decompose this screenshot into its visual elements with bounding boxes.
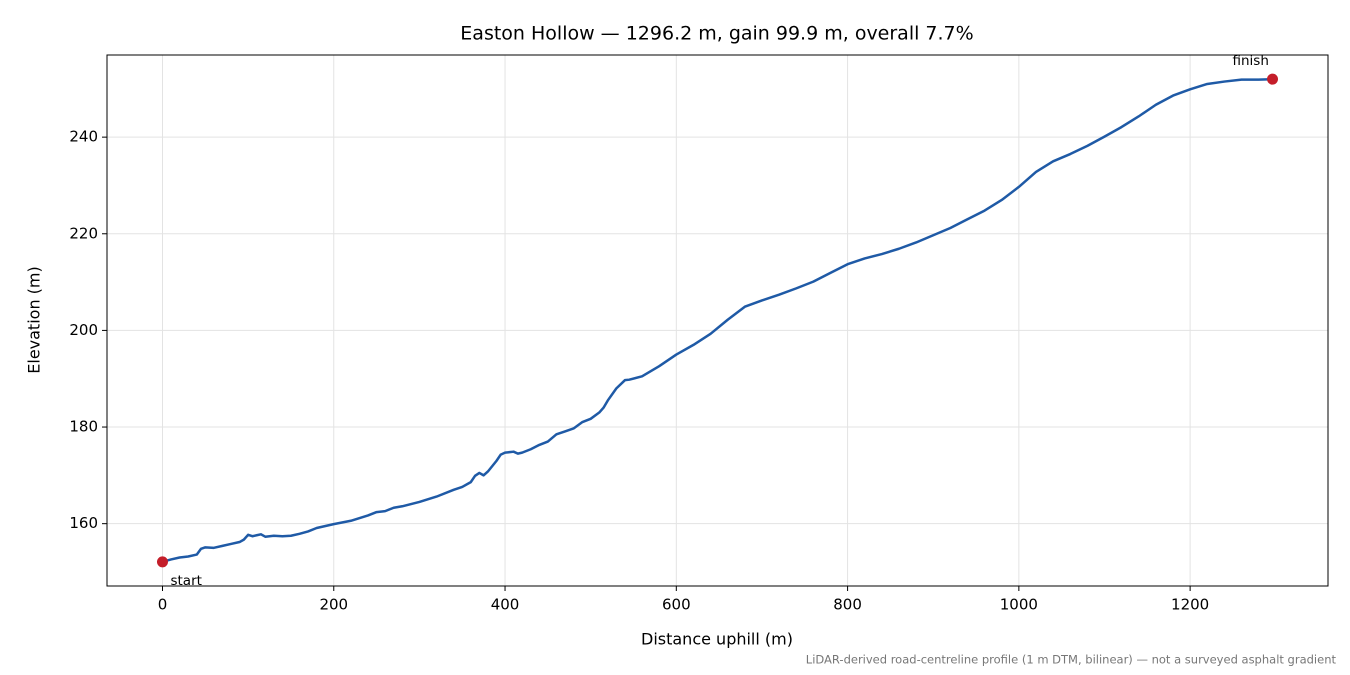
x-tick-label: 1000 bbox=[1000, 596, 1038, 614]
x-tick-label: 0 bbox=[158, 596, 168, 614]
x-tick-label: 800 bbox=[833, 596, 862, 614]
footnote: LiDAR-derived road-centreline profile (1… bbox=[806, 653, 1337, 667]
y-tick-label: 200 bbox=[69, 321, 98, 339]
y-axis-label: Elevation (m) bbox=[25, 266, 44, 373]
y-tick-label: 240 bbox=[69, 128, 98, 146]
x-tick-label: 200 bbox=[319, 596, 348, 614]
x-tick-label: 1200 bbox=[1171, 596, 1209, 614]
plot-frame bbox=[106, 54, 1329, 587]
x-tick-label: 600 bbox=[662, 596, 691, 614]
x-tick-label: 400 bbox=[491, 596, 520, 614]
endpoint-label: finish bbox=[1233, 53, 1269, 69]
endpoint-label: start bbox=[170, 573, 201, 589]
x-axis-label: Distance uphill (m) bbox=[641, 630, 793, 649]
elevation-line bbox=[162, 77, 1273, 564]
chart-title: Easton Hollow — 1296.2 m, gain 99.9 m, o… bbox=[460, 23, 973, 45]
endpoint-marker bbox=[156, 556, 168, 568]
y-tick-label: 220 bbox=[69, 224, 98, 242]
y-tick-label: 180 bbox=[69, 418, 98, 436]
y-tick-label: 160 bbox=[69, 514, 98, 532]
endpoint-marker bbox=[1267, 73, 1279, 85]
